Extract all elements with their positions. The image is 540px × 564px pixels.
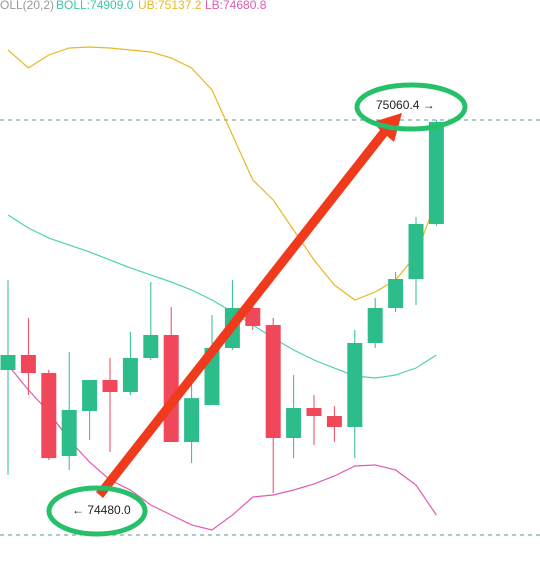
header-value: UB:75137.2 [138,0,202,12]
annotations: 75060.4 → ← 74480.0 [46,82,468,537]
bands [7,46,437,531]
candle-body [286,407,302,439]
band-line [7,364,437,531]
candle-body [184,398,200,443]
candle-body [143,334,159,359]
band-line [7,214,437,379]
candle-body [388,278,404,309]
band-line [7,46,437,301]
highlight-circle [46,485,148,537]
candle-body [82,380,98,411]
candle-body [163,334,179,443]
high-label: 75060.4 → [376,98,435,112]
candle-body [367,308,383,343]
candle-body [428,121,444,225]
candle-body [20,355,36,374]
candle-body [326,415,342,428]
candle-body [265,324,281,439]
candle-body [102,380,118,392]
indicator-name: BOLL(20,2) [0,0,54,12]
candle-body [41,373,57,459]
low-label: ← 74480.0 [72,503,131,517]
candle-body [408,224,424,279]
header-value: LB:74680.8 [205,0,267,12]
candle-body [306,407,322,416]
candle-body [122,358,138,392]
header-value: BOLL:74909.0 [56,0,134,12]
candle-body [245,308,261,326]
candle-body [0,355,16,371]
candle-body [347,342,363,428]
header: BOLL(20,2) BOLL:74909.0 UB:75137.2 LB:74… [0,0,267,12]
arrow [96,113,402,498]
candle-body [61,409,77,457]
highlight-circle [354,82,468,132]
